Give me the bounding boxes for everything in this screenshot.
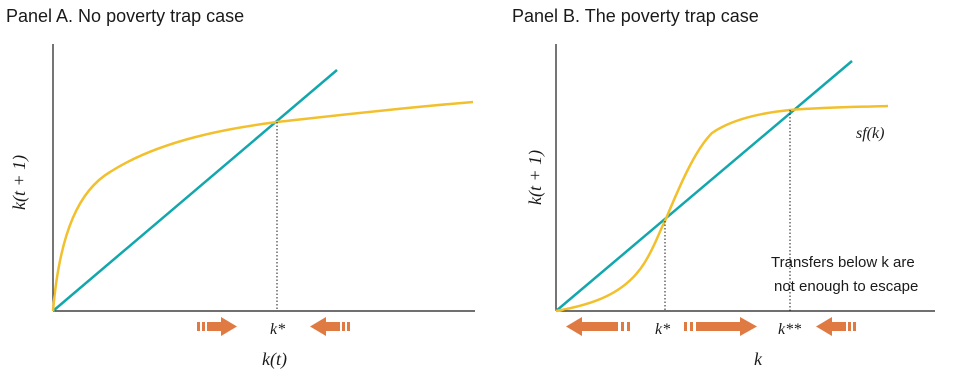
panel-a-sf-curve xyxy=(51,100,474,312)
panel-b-curve-label: sf(k) xyxy=(856,125,884,142)
panel-a-x-label: k(t) xyxy=(262,349,287,370)
panel-a-arrow-left xyxy=(310,317,350,336)
panel-a-arrow-right xyxy=(197,317,237,336)
panel-b-45-degree-line xyxy=(555,60,853,312)
panel-a-title: Panel A. No poverty trap case xyxy=(6,6,245,26)
panel-b-y-label: k(t + 1) xyxy=(525,150,546,205)
panel-a-y-label: k(t + 1) xyxy=(9,155,30,210)
panel-b-x-label: k xyxy=(754,349,763,369)
panel-b-title: Panel B. The poverty trap case xyxy=(512,6,759,26)
panel-a: k* k(t) k(t + 1) xyxy=(9,44,475,370)
panel-b-low-steady-state-label: k* xyxy=(655,321,670,338)
panel-b: k* k** k k(t + 1) sf(k) Transfers below … xyxy=(525,44,935,369)
panel-b-arrow-left-low xyxy=(566,317,630,336)
panel-a-45-degree-line xyxy=(52,69,338,312)
panel-b-sf-curve xyxy=(555,104,889,313)
panel-b-note-line-2: not enough to escape xyxy=(774,278,918,295)
panel-a-steady-state-label: k* xyxy=(270,321,285,338)
panel-b-arrow-left-high xyxy=(816,317,856,336)
panel-b-arrow-right-middle xyxy=(684,317,757,336)
panel-b-note-line-1: Transfers below k are xyxy=(771,254,915,271)
panel-b-high-steady-state-label: k** xyxy=(778,321,801,338)
